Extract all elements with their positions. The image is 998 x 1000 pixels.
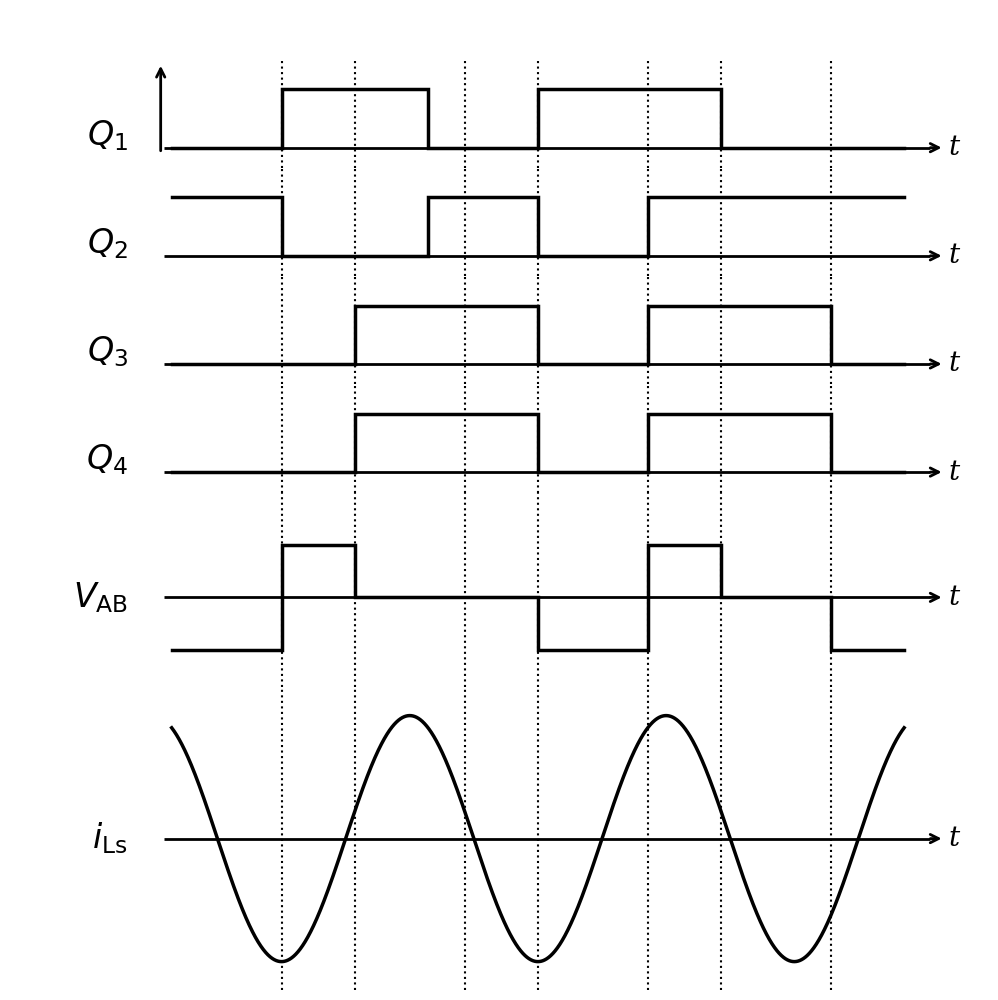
- Text: t: t: [948, 825, 959, 852]
- Text: $Q_2$: $Q_2$: [87, 226, 128, 261]
- Text: $i_{\mathrm{Ls}}$: $i_{\mathrm{Ls}}$: [93, 821, 128, 856]
- Text: t: t: [948, 242, 959, 269]
- Text: $Q_3$: $Q_3$: [87, 335, 128, 369]
- Text: $Q_4$: $Q_4$: [86, 443, 128, 477]
- Text: $Q_1$: $Q_1$: [87, 118, 128, 153]
- Text: t: t: [948, 350, 959, 377]
- Text: $V_{\mathrm{AB}}$: $V_{\mathrm{AB}}$: [73, 580, 128, 615]
- Text: t: t: [948, 134, 959, 161]
- Text: t: t: [948, 459, 959, 486]
- Text: t: t: [948, 584, 959, 611]
